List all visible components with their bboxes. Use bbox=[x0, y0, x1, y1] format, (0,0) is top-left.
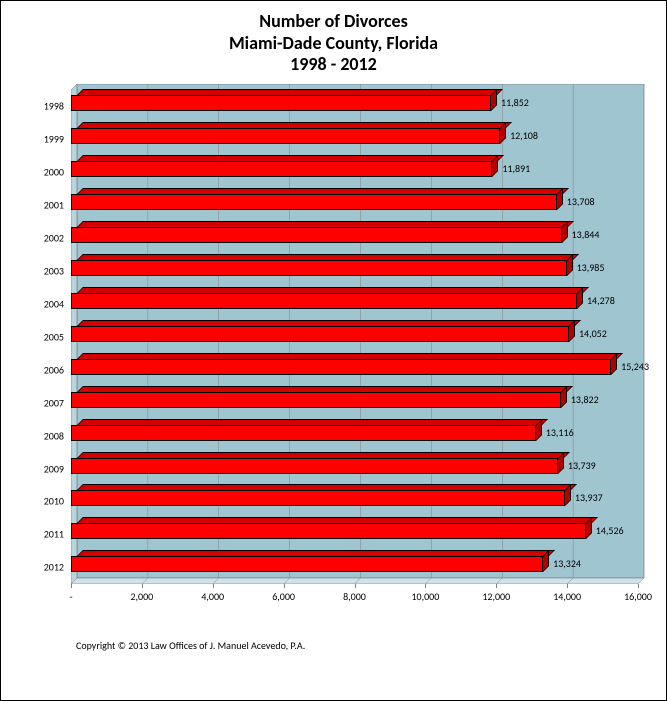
y-axis-label: 2012 bbox=[44, 561, 64, 574]
chart-container: Number of Divorces Miami-Dade County, Fl… bbox=[0, 0, 667, 701]
y-axis-label: 2001 bbox=[44, 199, 64, 212]
bar-front bbox=[71, 458, 558, 474]
y-axis-label: 2006 bbox=[44, 363, 64, 376]
x-axis-tick bbox=[71, 584, 72, 588]
copyright-text: Copyright © 2013 Law Offices of J. Manue… bbox=[76, 639, 305, 652]
x-axis-tick bbox=[638, 584, 639, 588]
y-axis-label: 2004 bbox=[44, 297, 64, 310]
bar-value-label: 12,108 bbox=[510, 129, 538, 142]
y-axis-label: 2010 bbox=[44, 495, 64, 508]
bar-value-label: 14,278 bbox=[587, 294, 615, 307]
bar-front bbox=[71, 392, 561, 408]
y-axis-label: 1998 bbox=[44, 100, 64, 113]
x-axis-label: 2,000 bbox=[130, 590, 153, 603]
x-axis-label: - bbox=[69, 590, 72, 603]
bar-front bbox=[71, 556, 543, 572]
bar-value-label: 11,891 bbox=[502, 162, 530, 175]
bar-row: 13,822 bbox=[71, 386, 633, 408]
y-axis-label: 2005 bbox=[44, 330, 64, 343]
bar-value-label: 13,116 bbox=[546, 426, 574, 439]
x-axis: -2,0004,0006,0008,00010,00012,00014,0001… bbox=[71, 584, 648, 614]
bar-front bbox=[71, 95, 491, 111]
x-axis-label: 14,000 bbox=[553, 590, 581, 603]
bar-row: 14,052 bbox=[71, 320, 641, 342]
x-axis-label: 6,000 bbox=[272, 590, 295, 603]
bar-side bbox=[491, 89, 497, 111]
x-axis-tick bbox=[284, 584, 285, 588]
bar-side bbox=[500, 122, 506, 144]
x-axis-label: 12,000 bbox=[482, 590, 510, 603]
bar-side bbox=[492, 155, 498, 177]
bar-side bbox=[543, 550, 549, 572]
y-axis-label: 1999 bbox=[44, 133, 64, 146]
bar-value-label: 13,739 bbox=[568, 459, 596, 472]
x-axis-tick bbox=[567, 584, 568, 588]
bar-row: 12,108 bbox=[71, 122, 572, 144]
x-axis-label: 8,000 bbox=[343, 590, 366, 603]
title-line-2: Miami-Dade County, Florida bbox=[21, 33, 646, 55]
bar-front bbox=[71, 425, 536, 441]
bar-front bbox=[71, 523, 586, 539]
x-axis-label: 16,000 bbox=[624, 590, 652, 603]
bar-row: 13,324 bbox=[71, 550, 615, 572]
chart-title: Number of Divorces Miami-Dade County, Fl… bbox=[21, 11, 646, 76]
bar-value-label: 14,052 bbox=[579, 327, 607, 340]
bar-row: 11,891 bbox=[71, 155, 564, 177]
x-axis-tick bbox=[496, 584, 497, 588]
bar-row: 11,852 bbox=[71, 89, 563, 111]
bar-front bbox=[71, 326, 569, 342]
bar-front bbox=[71, 161, 492, 177]
bar-row: 13,739 bbox=[71, 452, 630, 474]
bars-area: 11,852 12,108 11,891 13,708 13,844 13,985 14,2… bbox=[71, 84, 648, 584]
y-axis-label: 2009 bbox=[44, 462, 64, 475]
bar-side bbox=[565, 484, 571, 506]
y-axis-label: 2008 bbox=[44, 429, 64, 442]
bar-row: 14,526 bbox=[71, 517, 658, 539]
bar-side bbox=[611, 353, 617, 375]
title-line-1: Number of Divorces bbox=[21, 11, 646, 33]
bar-front bbox=[71, 293, 577, 309]
bar-row: 13,937 bbox=[71, 484, 637, 506]
bar-row: 13,116 bbox=[71, 419, 608, 441]
bar-front bbox=[71, 227, 562, 243]
x-axis-label: 10,000 bbox=[411, 590, 439, 603]
bar-value-label: 14,526 bbox=[596, 524, 624, 537]
title-line-3: 1998 - 2012 bbox=[21, 54, 646, 76]
bar-front bbox=[71, 260, 567, 276]
bar-value-label: 11,852 bbox=[501, 96, 529, 109]
bar-side bbox=[586, 517, 592, 539]
bar-value-label: 13,844 bbox=[572, 228, 600, 241]
y-axis-label: 2000 bbox=[44, 166, 64, 179]
y-axis-label: 2003 bbox=[44, 264, 64, 277]
bar-row: 15,243 bbox=[71, 353, 667, 375]
y-axis-label: 2002 bbox=[44, 231, 64, 244]
y-axis-label: 2007 bbox=[44, 396, 64, 409]
bar-value-label: 15,243 bbox=[621, 360, 649, 373]
bar-row: 13,708 bbox=[71, 188, 629, 210]
bar-front bbox=[71, 490, 565, 506]
y-axis-label: 2011 bbox=[44, 528, 64, 541]
bar-value-label: 13,708 bbox=[567, 195, 595, 208]
plot-area: 1998 1999 2000 2001 2002 2003 2004 2005 2006 2007… bbox=[36, 84, 648, 624]
bar-row: 13,985 bbox=[71, 254, 639, 276]
x-axis-tick bbox=[142, 584, 143, 588]
bar-value-label: 13,985 bbox=[577, 261, 605, 274]
bar-front bbox=[71, 359, 611, 375]
bar-value-label: 13,324 bbox=[553, 557, 581, 570]
x-axis-tick bbox=[355, 584, 356, 588]
bar-value-label: 13,822 bbox=[571, 393, 599, 406]
x-axis-tick bbox=[425, 584, 426, 588]
y-axis-labels: 1998 1999 2000 2001 2002 2003 2004 2005 2006 2007… bbox=[36, 84, 66, 584]
bar-value-label: 13,937 bbox=[575, 491, 603, 504]
bar-front bbox=[71, 194, 557, 210]
bar-row: 14,278 bbox=[71, 287, 649, 309]
bar-front bbox=[71, 128, 500, 144]
bar-row: 13,844 bbox=[71, 221, 634, 243]
x-axis-label: 4,000 bbox=[201, 590, 224, 603]
x-axis-tick bbox=[213, 584, 214, 588]
